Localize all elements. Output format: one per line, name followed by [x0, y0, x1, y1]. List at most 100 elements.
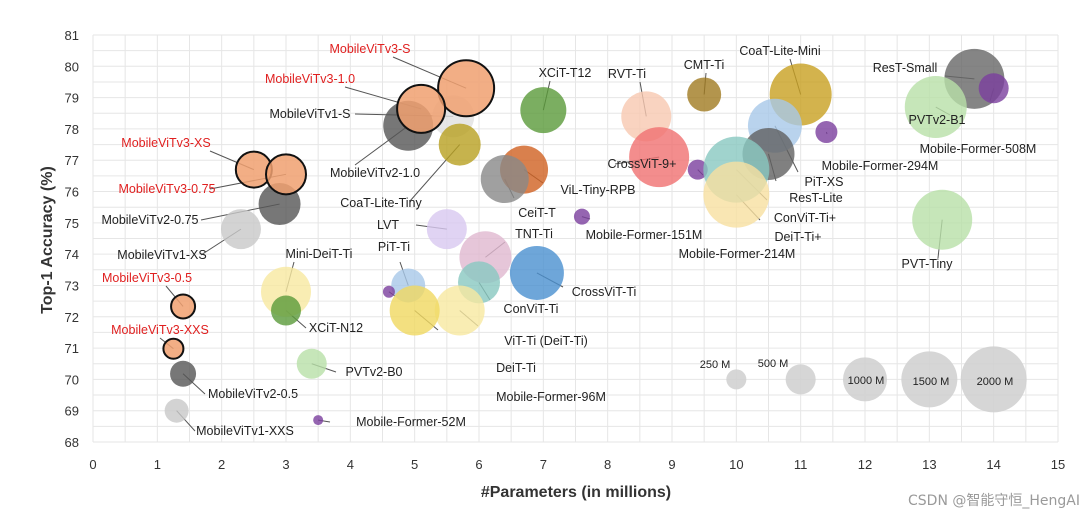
bubble-ceit-t [480, 155, 529, 204]
label-mini-deit-ti: Mini-DeiT-Ti [286, 247, 353, 261]
x-tick-label: 2 [218, 457, 225, 472]
y-tick-label: 79 [65, 91, 79, 106]
bubble-mobilevitv3-0-5 [170, 293, 197, 320]
y-axis-ticks: 68 69 70 71 72 73 74 75 76 77 78 79 80 81 [65, 28, 79, 450]
x-tick-label: 11 [794, 457, 808, 472]
label-mobilevitv3-0-75: MobileViTv3-0.75 [118, 182, 215, 196]
label-coat-lite-mini: CoaT-Lite-Mini [739, 44, 820, 58]
bubble-mobilevitv3-0-75 [265, 153, 307, 196]
x-tick-label: 14 [986, 457, 1000, 472]
label-rest-lite: ResT-Lite [789, 191, 843, 205]
bubble-xcit-t12 [520, 87, 567, 134]
size-legend-bubble [785, 364, 816, 395]
label-mobilevitv1-s: MobileViTv1-S [269, 107, 350, 121]
label-mobilevitv3-s: MobileViTv3-S [329, 42, 410, 56]
label-pit-ti: PiT-Ti [378, 240, 410, 254]
x-tick-label: 7 [540, 457, 547, 472]
x-tick-label: 13 [922, 457, 936, 472]
bubble-mobilevitv3-s [437, 59, 496, 118]
label-mobilevitv3-0-5: MobileViTv3-0.5 [102, 271, 192, 285]
y-tick-label: 76 [65, 185, 79, 200]
x-tick-label: 6 [475, 457, 482, 472]
y-tick-label: 72 [65, 310, 79, 325]
bubble-mobile-former-508m [978, 73, 1009, 104]
x-tick-label: 5 [411, 457, 418, 472]
size-legend-label: 500 M [758, 358, 789, 370]
label-mobilevitv2-1-0: MobileViTv2-1.0 [330, 166, 420, 180]
label-ceit-t: CeiT-T [518, 206, 556, 220]
label-mobilevitv2-0-5: MobileViTv2-0.5 [208, 387, 298, 401]
x-tick-label: 8 [604, 457, 611, 472]
label-crossvit-9: CrossViT-9+ [608, 157, 677, 171]
x-tick-label: 15 [1051, 457, 1065, 472]
y-tick-label: 71 [65, 341, 79, 356]
y-tick-label: 74 [65, 247, 79, 262]
size-legend: 250 M 500 M 1000 M 1500 M 2000 M [700, 346, 1027, 413]
label-pit-xs: PiT-XS [805, 175, 844, 189]
label-mobilevitv3-xxs: MobileViTv3-XXS [111, 323, 209, 337]
label-convit-ti: ConViT-Ti [504, 302, 559, 316]
bubble-cmt-ti [687, 77, 722, 112]
x-tick-label: 0 [89, 457, 96, 472]
label-mobile-former-52m: Mobile-Former-52M [356, 415, 466, 429]
y-tick-label: 69 [65, 404, 79, 419]
bubble-pvtv2-b0 [296, 348, 327, 379]
y-tick-label: 73 [65, 278, 79, 293]
label-mobile-former-96m: Mobile-Former-96M [496, 390, 606, 404]
watermark: CSDN @智能守恒_HengAI [908, 493, 1080, 509]
bubble-mobilevitv1-xxs [164, 398, 189, 423]
label-crossvit-ti: CrossViT-Ti [572, 285, 637, 299]
bubble-mobilevitv2-0-5 [170, 360, 197, 387]
label-vit-ti-deit-ti: ViT-Ti (DeiT-Ti) [504, 334, 588, 348]
label-mobile-former-214m: Mobile-Former-214M [679, 247, 796, 261]
x-tick-label: 9 [668, 457, 675, 472]
size-legend-label: 1000 M [848, 375, 885, 387]
label-mobilevitv3-xs: MobileViTv3-XS [121, 136, 210, 150]
size-legend-label: 250 M [700, 359, 731, 371]
label-pvtv2-b0: PVTv2-B0 [346, 365, 403, 379]
label-lvt: LVT [377, 218, 399, 232]
size-legend-bubble [960, 346, 1027, 413]
label-xcit-n12: XCiT-N12 [309, 321, 363, 335]
bubble-mobile-former-151m [573, 208, 590, 225]
label-cmt-ti: CMT-Ti [684, 58, 725, 72]
x-tick-label: 10 [729, 457, 743, 472]
label-tnt-ti: TNT-Ti [515, 227, 553, 241]
y-tick-label: 77 [65, 153, 79, 168]
y-tick-label: 70 [65, 372, 79, 387]
label-deit-ti: DeiT-Ti+ [774, 230, 821, 244]
size-legend-bubble [843, 357, 887, 402]
y-tick-label: 80 [65, 59, 79, 74]
bubble-vit-ti-deit-ti [434, 285, 485, 336]
label-coat-lite-tiny: CoaT-Lite-Tiny [340, 196, 422, 210]
label-convit-ti: ConViT-Ti+ [774, 211, 836, 225]
bubble-lvt [426, 209, 467, 250]
label-vil-tiny-rpb: ViL-Tiny-RPB [560, 183, 635, 197]
bubble-mobilevitv3-xxs [162, 337, 185, 360]
label-mobilevitv3-1-0: MobileViTv3-1.0 [265, 72, 355, 86]
bubble-mobile-former-96m [382, 285, 395, 298]
bubble-deit-ti [703, 161, 770, 228]
bubble-coat-lite-tiny [438, 123, 481, 166]
x-tick-label: 12 [858, 457, 872, 472]
data-labels: MobileViTv3-S MobileViTv3-1.0 MobileViTv3-… [101, 42, 1036, 438]
bubble-mobile-former-294m [815, 121, 838, 144]
y-tick-label: 78 [65, 122, 79, 137]
size-legend-label: 1500 M [913, 376, 950, 388]
y-axis-title: Top-1 Accuracy (%) [39, 166, 56, 314]
y-tick-label: 81 [65, 28, 79, 43]
x-axis-title: #Parameters (in millions) [481, 484, 671, 501]
label-deit-ti: DeiT-Ti [496, 361, 536, 375]
label-rvt-ti: RVT-Ti [608, 67, 646, 81]
label-rest-small: ResT-Small [873, 61, 938, 75]
label-mobilevitv2-0-75: MobileViTv2-0.75 [101, 213, 198, 227]
bubble-deit-ti [389, 285, 440, 336]
x-axis-ticks: 0 1 2 3 4 5 6 7 8 9 10 11 12 13 14 15 [89, 457, 1065, 472]
x-tick-label: 1 [154, 457, 161, 472]
bubble-mobile-former-52m [313, 415, 324, 426]
label-mobilevitv1-xs: MobileViTv1-XS [117, 248, 206, 262]
bubble-mobilevitv1-xs [220, 209, 261, 250]
x-tick-label: 4 [347, 457, 354, 472]
bubble-xcit-n12 [271, 295, 301, 326]
